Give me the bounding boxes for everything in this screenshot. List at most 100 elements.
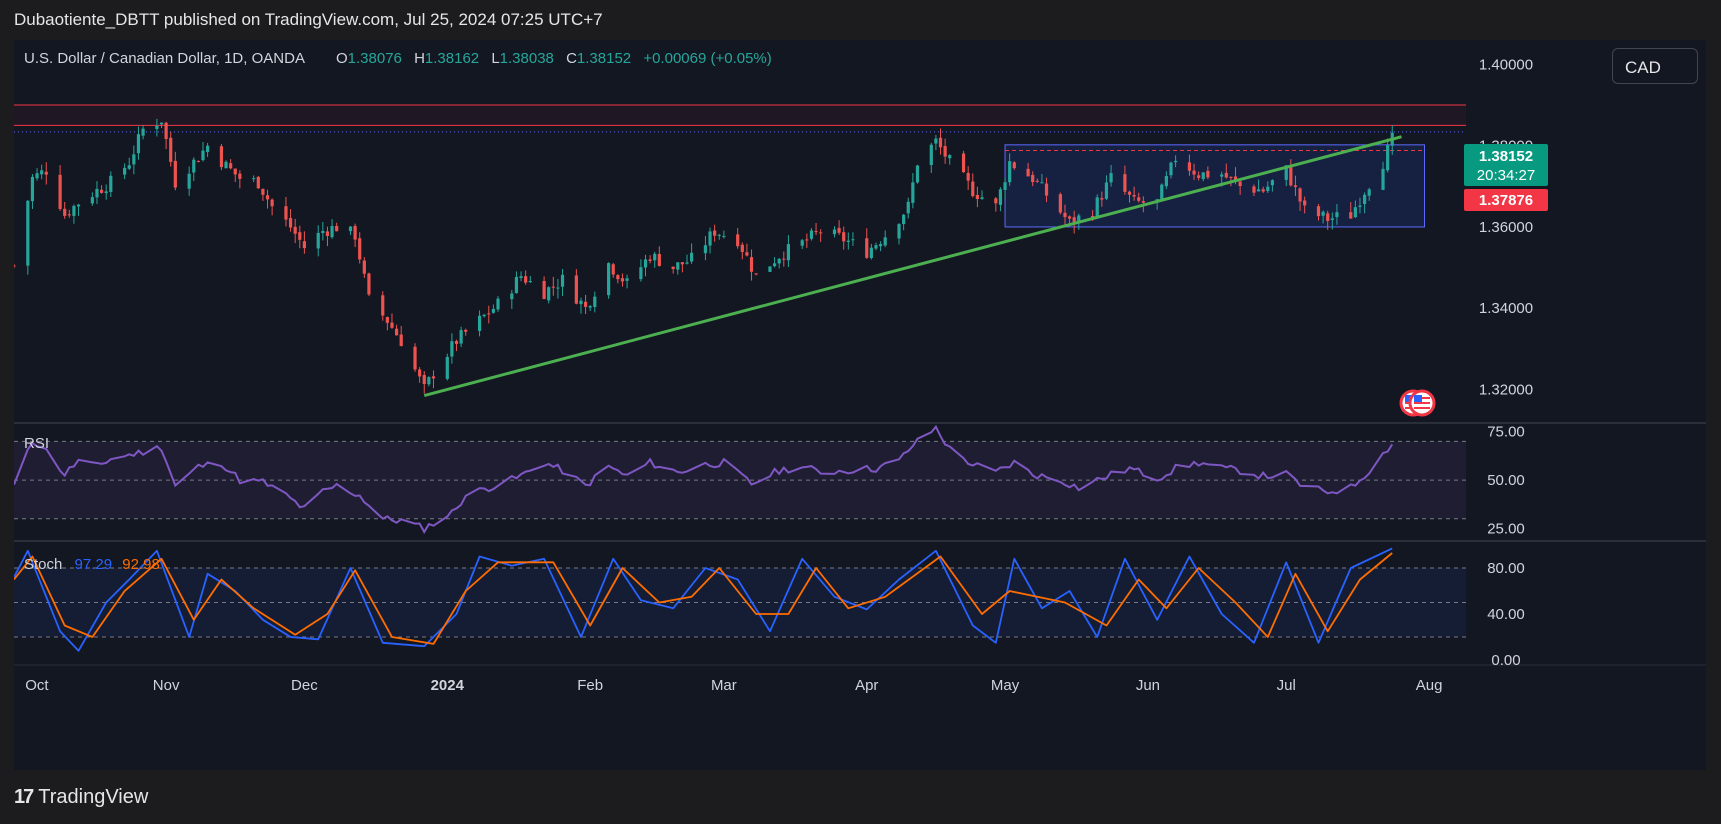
candle-body <box>676 262 680 270</box>
candle-body <box>519 276 523 279</box>
time-axis-tick: Dec <box>291 677 318 694</box>
candle-body <box>593 296 597 307</box>
candle-body <box>998 189 1003 205</box>
candle-body <box>639 267 643 280</box>
candle-body <box>1201 172 1205 180</box>
candle-body <box>187 173 191 189</box>
rsi-axis-tick: 50.00 <box>1487 472 1525 489</box>
candle-body <box>588 306 592 308</box>
candle-body <box>316 232 320 249</box>
candle-body <box>851 239 855 241</box>
candle-body <box>367 273 371 295</box>
candle-body <box>252 178 256 180</box>
time-axis-tick: 2024 <box>431 677 465 694</box>
candle-body <box>524 276 528 283</box>
candle-body <box>938 137 943 148</box>
candle-body <box>1349 212 1353 219</box>
tradingview-logo[interactable]: 17 TradingView <box>14 786 148 809</box>
time-axis-tick: Oct <box>25 677 49 694</box>
candle-body <box>233 168 237 175</box>
high-value: 1.38162 <box>425 50 479 67</box>
candle-body <box>164 122 168 140</box>
candle-body <box>1067 216 1072 219</box>
candle-body <box>772 263 777 267</box>
candle-body <box>1077 215 1081 223</box>
rsi-pane[interactable] <box>14 424 1466 540</box>
candle-body <box>1137 197 1141 201</box>
candle-body <box>454 340 459 344</box>
rsi-axis-tick: 25.00 <box>1487 520 1525 537</box>
candle-body <box>874 245 878 249</box>
rsi-line <box>14 424 1394 535</box>
candle-body <box>67 214 71 216</box>
candle-body <box>1058 194 1062 213</box>
tradingview-brand: TradingView <box>38 786 149 808</box>
candle-body <box>832 229 837 235</box>
stoch-axis-tick: 40.00 <box>1487 606 1525 623</box>
level-price-tag: 1.37876 <box>1464 189 1548 211</box>
candle-body <box>1035 180 1039 182</box>
candle-body <box>625 278 629 281</box>
candle-body <box>1104 182 1109 199</box>
candle-body <box>842 232 846 242</box>
candle-body <box>335 225 339 232</box>
candle-body <box>1187 162 1192 171</box>
chart-frame[interactable]: 1.400001.380001.360001.340001.3200075.00… <box>14 40 1706 770</box>
candle-body <box>358 238 362 260</box>
ohlc-legend: O1.38076 H1.38162 L1.38038 C1.38152 +0.0… <box>336 50 772 67</box>
candle-body <box>1174 160 1178 163</box>
candle-body <box>1353 207 1357 218</box>
candle-body <box>1063 212 1067 218</box>
candle-body <box>394 328 399 336</box>
candle-body <box>574 275 578 304</box>
candle-body <box>353 225 357 240</box>
candle-body <box>809 230 814 239</box>
candle-body <box>1233 176 1238 181</box>
candle-body <box>14 265 16 267</box>
candle-body <box>657 253 661 266</box>
candle-body <box>445 356 449 379</box>
candle-body <box>464 329 468 332</box>
price-axis-tick: 1.36000 <box>1479 219 1533 236</box>
candle-body <box>1367 189 1371 196</box>
candle-body <box>929 144 933 165</box>
candle-body <box>1238 181 1242 186</box>
economic-events[interactable] <box>1399 389 1436 417</box>
candle-body <box>943 146 947 157</box>
chart-canvas[interactable]: 1.400001.380001.360001.340001.3200075.00… <box>14 40 1706 770</box>
candle-body <box>1316 206 1321 217</box>
candle-body <box>690 252 694 262</box>
candle-body <box>385 317 389 323</box>
candle-body <box>348 226 353 232</box>
candle-body <box>966 172 970 181</box>
candle-body <box>196 161 200 163</box>
candle-body <box>1072 217 1076 224</box>
candle-body <box>302 241 306 249</box>
publisher-caption: Dubaotiente_DBTT published on TradingVie… <box>14 10 603 29</box>
candle-body <box>265 195 270 200</box>
symbol-title: U.S. Dollar / Canadian Dollar, 1D, OANDA <box>24 50 305 67</box>
candle-body <box>869 247 873 259</box>
price-pane[interactable] <box>14 40 1466 422</box>
candle-body <box>30 176 35 202</box>
candle-body <box>514 276 519 294</box>
candle-body <box>547 287 551 301</box>
currency-selector-button[interactable]: CAD <box>1612 48 1698 84</box>
stoch-axis-tick: 80.00 <box>1487 560 1525 577</box>
us-flag-icon[interactable] <box>1408 389 1436 417</box>
candle-body <box>1261 189 1265 192</box>
candle-body <box>1123 174 1127 192</box>
candle-body <box>1192 170 1196 175</box>
candle-body <box>510 293 514 300</box>
candle-body <box>542 281 546 300</box>
candle-body <box>192 159 196 173</box>
open-value: 1.38076 <box>348 50 402 67</box>
candle-body <box>127 165 131 169</box>
candle-body <box>362 260 366 274</box>
candle-body <box>90 197 94 204</box>
candle-body <box>169 137 173 162</box>
candle-body <box>1100 198 1104 200</box>
candle-body <box>330 226 334 238</box>
candle-body <box>1132 195 1136 197</box>
candle-body <box>579 300 583 305</box>
